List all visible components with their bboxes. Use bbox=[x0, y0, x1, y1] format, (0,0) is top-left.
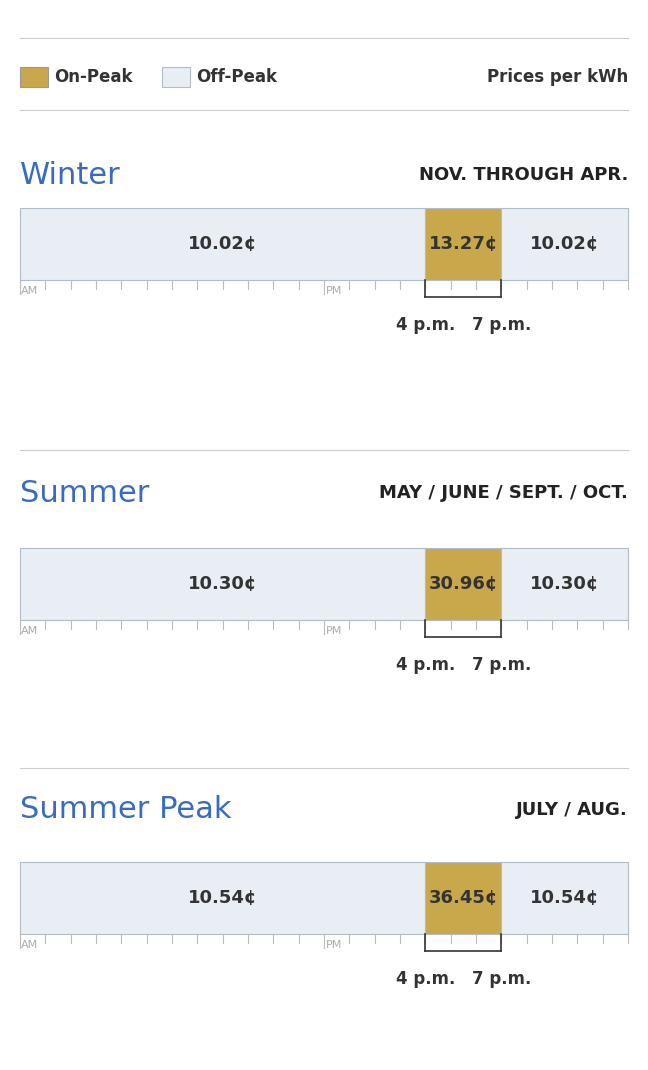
Text: 4 p.m.: 4 p.m. bbox=[396, 316, 455, 334]
Bar bbox=[425, 208, 502, 280]
Text: 10.30¢: 10.30¢ bbox=[188, 575, 257, 593]
Text: JULY / AUG.: JULY / AUG. bbox=[516, 801, 628, 819]
Bar bbox=[425, 862, 502, 934]
Text: 4 p.m.: 4 p.m. bbox=[396, 970, 455, 988]
Text: Summer Peak: Summer Peak bbox=[20, 795, 231, 825]
Bar bbox=[502, 548, 628, 620]
Bar bbox=[502, 862, 628, 934]
Text: 10.54¢: 10.54¢ bbox=[188, 889, 257, 907]
Text: 7 p.m.: 7 p.m. bbox=[472, 970, 531, 988]
Bar bbox=[20, 67, 48, 87]
Text: AM: AM bbox=[21, 286, 38, 296]
Text: NOV. THROUGH APR.: NOV. THROUGH APR. bbox=[419, 166, 628, 184]
Bar bbox=[20, 548, 425, 620]
Text: Off-Peak: Off-Peak bbox=[196, 68, 277, 86]
Text: 10.02¢: 10.02¢ bbox=[530, 235, 599, 253]
Bar bbox=[162, 67, 190, 87]
Text: AM: AM bbox=[21, 941, 38, 950]
Text: 30.96¢: 30.96¢ bbox=[428, 575, 498, 593]
Text: 36.45¢: 36.45¢ bbox=[428, 889, 498, 907]
Text: Summer: Summer bbox=[20, 478, 150, 507]
Text: MAY / JUNE / SEPT. / OCT.: MAY / JUNE / SEPT. / OCT. bbox=[379, 484, 628, 502]
Bar bbox=[502, 208, 628, 280]
Text: 7 p.m.: 7 p.m. bbox=[472, 316, 531, 334]
Text: Winter: Winter bbox=[20, 160, 121, 189]
Text: On-Peak: On-Peak bbox=[54, 68, 132, 86]
Text: PM: PM bbox=[326, 941, 342, 950]
Text: 10.54¢: 10.54¢ bbox=[530, 889, 599, 907]
Text: PM: PM bbox=[326, 626, 342, 636]
Text: 13.27¢: 13.27¢ bbox=[428, 235, 498, 253]
Text: 4 p.m.: 4 p.m. bbox=[396, 656, 455, 674]
Bar bbox=[20, 862, 425, 934]
Text: AM: AM bbox=[21, 626, 38, 636]
Text: 10.02¢: 10.02¢ bbox=[188, 235, 257, 253]
Bar bbox=[425, 548, 502, 620]
Text: 10.30¢: 10.30¢ bbox=[530, 575, 599, 593]
Bar bbox=[20, 208, 425, 280]
Text: 7 p.m.: 7 p.m. bbox=[472, 656, 531, 674]
Text: PM: PM bbox=[326, 286, 342, 296]
Text: Prices per kWh: Prices per kWh bbox=[487, 68, 628, 86]
